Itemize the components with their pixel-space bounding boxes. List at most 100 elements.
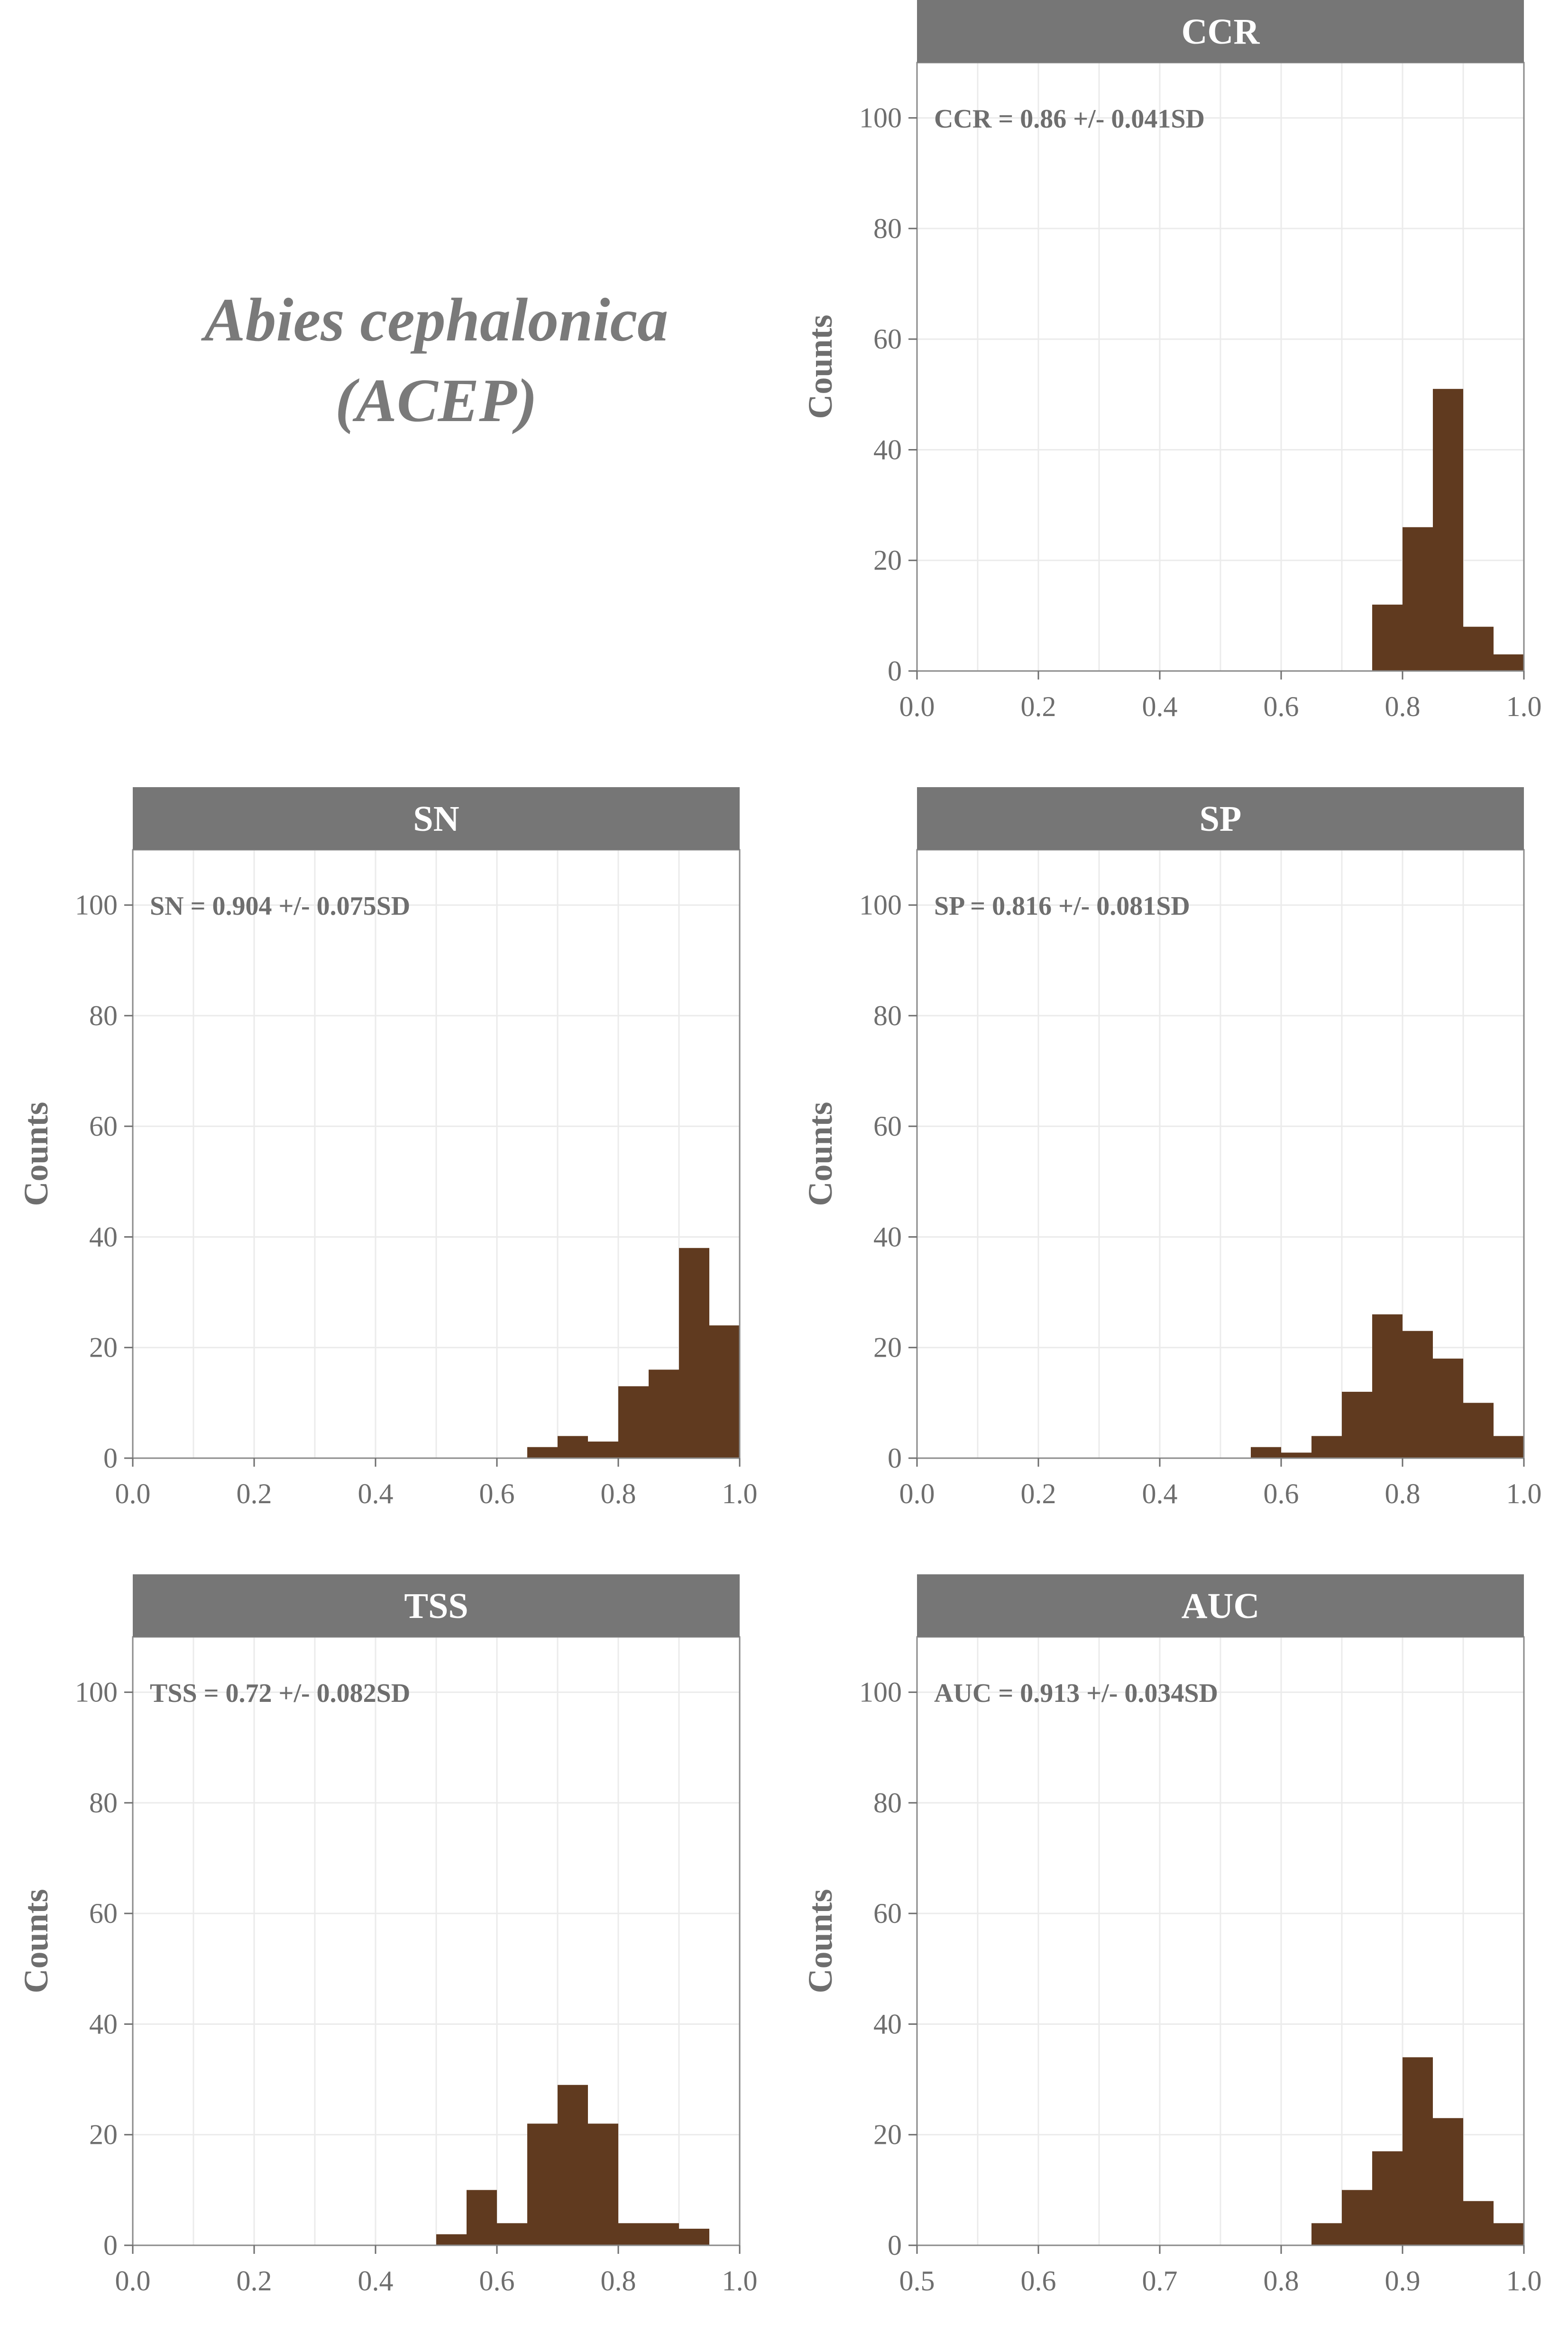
histogram-bar <box>588 1442 618 1458</box>
histogram-bar <box>1403 1331 1433 1458</box>
y-tick-label: 60 <box>873 1111 902 1142</box>
x-tick-label: 1.0 <box>722 1478 758 1509</box>
x-tick-label: 0.2 <box>237 1478 272 1509</box>
x-tick-label: 1.0 <box>1506 1478 1542 1509</box>
facet-strip-label: AUC <box>1182 1586 1260 1626</box>
histogram-bar <box>709 1325 740 1458</box>
histogram-bar <box>1463 1403 1494 1458</box>
y-tick-label: 60 <box>873 323 902 355</box>
histogram-bar <box>467 2190 497 2245</box>
x-tick-label: 0.0 <box>899 1478 935 1509</box>
y-tick-label: 80 <box>89 1787 118 1819</box>
histogram-bar <box>558 1436 588 1458</box>
y-axis-title: Counts <box>801 1102 839 1206</box>
x-tick-label: 0.6 <box>1264 691 1299 722</box>
y-tick-label: 40 <box>89 1221 118 1252</box>
y-axis-title: Counts <box>17 1889 55 1993</box>
y-tick-label: 60 <box>89 1898 118 1929</box>
histogram-bar <box>649 1369 679 1458</box>
x-tick-label: 0.5 <box>899 2265 935 2297</box>
y-tick-label: 60 <box>89 1111 118 1142</box>
y-tick-label: 80 <box>873 213 902 244</box>
facet-strip <box>133 787 740 850</box>
histogram-bar <box>618 2223 649 2245</box>
facet-strip <box>917 1574 1524 1637</box>
x-tick-label: 0.8 <box>1385 691 1421 722</box>
y-axis-title: Counts <box>801 1889 839 1993</box>
x-tick-label: 1.0 <box>1506 2265 1542 2297</box>
histogram-bar <box>527 2123 558 2245</box>
histogram-bar <box>1372 2151 1403 2245</box>
histogram-panel-sp: SP SP = 0.816 +/- 0.081SD 0.0 0.2 0.4 0.6 0.8 1… <box>801 787 1542 1509</box>
x-tick-label: 0.2 <box>237 2265 272 2297</box>
y-tick-label: 100 <box>75 890 118 921</box>
histogram-panel-ccr: CCR CCR = 0.86 +/- 0.041SD 0.0 0.2 0.4 0.6 0.8… <box>801 0 1542 722</box>
histogram-bar <box>1372 605 1403 671</box>
histogram-bar <box>1311 1436 1342 1458</box>
histogram-bar <box>497 2223 527 2245</box>
histogram-bar <box>1342 1392 1372 1458</box>
x-tick-label: 0.6 <box>1264 1478 1299 1509</box>
facet-strip <box>133 1574 740 1637</box>
histogram-bar <box>1281 1452 1311 1458</box>
x-tick-label: 1.0 <box>1506 691 1542 722</box>
y-tick-label: 20 <box>873 1332 902 1363</box>
x-tick-label: 0.4 <box>358 1478 394 1509</box>
histogram-bar <box>1403 527 1433 671</box>
y-tick-label: 100 <box>859 1677 902 1708</box>
y-tick-label: 40 <box>873 1221 902 1252</box>
histogram-bar <box>649 2223 679 2245</box>
y-tick-label: 0 <box>888 655 902 687</box>
x-tick-label: 0.0 <box>899 691 935 722</box>
facet-strip-label: TSS <box>404 1586 468 1626</box>
x-tick-label: 1.0 <box>722 2265 758 2297</box>
histogram-bar <box>1403 2057 1433 2245</box>
y-tick-label: 20 <box>89 2119 118 2150</box>
facet-strip-label: CCR <box>1182 12 1260 52</box>
stat-annotation: CCR = 0.86 +/- 0.041SD <box>934 104 1205 134</box>
histogram-bar <box>1433 389 1463 671</box>
y-tick-label: 20 <box>873 545 902 576</box>
histogram-bar <box>1463 626 1494 671</box>
stat-annotation: TSS = 0.72 +/- 0.082SD <box>150 1679 410 1708</box>
x-tick-label: 0.8 <box>601 2265 636 2297</box>
facet-strip <box>917 787 1524 850</box>
stat-annotation: SN = 0.904 +/- 0.075SD <box>150 891 410 921</box>
histogram-panel-tss: TSS TSS = 0.72 +/- 0.082SD 0.0 0.2 0.4 0.6 0.8… <box>17 1574 758 2297</box>
histogram-bar <box>1433 2118 1463 2245</box>
x-tick-label: 0.6 <box>1021 2265 1056 2297</box>
y-tick-label: 20 <box>89 1332 118 1363</box>
y-tick-label: 100 <box>859 890 902 921</box>
histogram-bar <box>1494 1436 1524 1458</box>
histogram-bar <box>618 1386 649 1458</box>
y-tick-label: 60 <box>873 1898 902 1929</box>
histogram-bar <box>679 2229 709 2245</box>
histogram-bar <box>436 2234 467 2245</box>
histogram-bar <box>1311 2223 1342 2245</box>
y-tick-label: 80 <box>873 1000 902 1031</box>
species-title: Abies cephalonica (ACEP) <box>0 280 872 441</box>
x-tick-label: 0.7 <box>1142 2265 1178 2297</box>
histogram-bar <box>1494 2223 1524 2245</box>
x-tick-label: 0.8 <box>601 1478 636 1509</box>
histogram-bar <box>1372 1314 1403 1458</box>
histogram-panel-auc: AUC AUC = 0.913 +/- 0.034SD 0.5 0.6 0.7 0.8 0.… <box>801 1574 1542 2297</box>
x-tick-label: 0.6 <box>479 1478 515 1509</box>
histogram-bar <box>1342 2190 1372 2245</box>
species-title-name: Abies cephalonica <box>204 286 669 354</box>
x-tick-label: 0.8 <box>1385 1478 1421 1509</box>
y-axis-title: Counts <box>17 1102 55 1206</box>
histogram-bar <box>679 1248 709 1458</box>
stat-annotation: SP = 0.816 +/- 0.081SD <box>934 891 1190 921</box>
histogram-bar <box>1251 1447 1281 1458</box>
histogram-bar <box>527 1447 558 1458</box>
facet-strip-label: SN <box>413 799 459 839</box>
y-tick-label: 20 <box>873 2119 902 2150</box>
x-tick-label: 0.0 <box>115 1478 151 1509</box>
x-tick-label: 0.9 <box>1385 2265 1421 2297</box>
stat-annotation: AUC = 0.913 +/- 0.034SD <box>934 1679 1218 1708</box>
histogram-bar <box>588 2123 618 2245</box>
x-tick-label: 0.8 <box>1264 2265 1299 2297</box>
y-tick-label: 0 <box>103 1442 118 1474</box>
